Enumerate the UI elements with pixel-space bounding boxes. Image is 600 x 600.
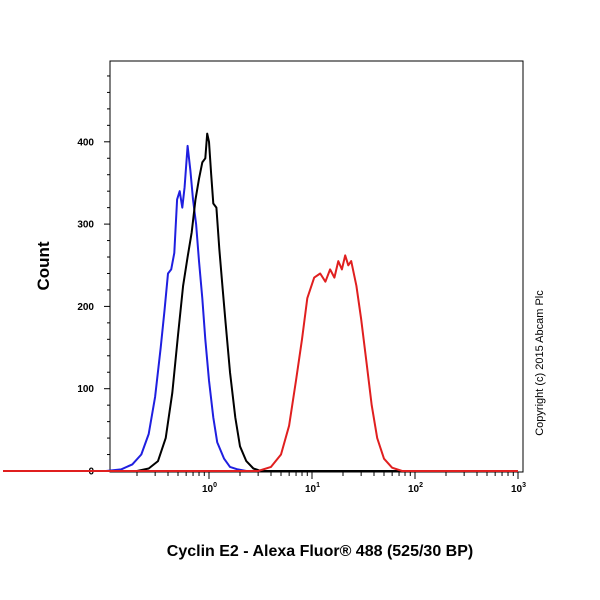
series-line-3 [3,254,518,472]
x-tick-label: 103 [511,482,526,495]
x-tick-label: 102 [408,482,423,495]
x-axis-title: Cyclin E2 - Alexa Fluor® 488 (525/30 BP) [167,543,473,560]
series-line-1 [3,144,518,472]
copyright-annotation: Copyright (c) 2015 Abcam Plc [534,290,546,436]
x-tick-label: 100 [202,482,217,495]
y-tick-label: 400 [77,137,94,148]
series-line-2 [3,132,518,472]
y-tick-label: 200 [77,302,94,313]
y-tick-label: 300 [77,220,94,231]
y-axis-title: Count [34,241,53,290]
y-tick-label: 100 [77,384,94,395]
x-axis: 100 101 102 103 [136,472,526,495]
series-layer [3,132,518,472]
x-tick-label: 101 [305,482,320,495]
